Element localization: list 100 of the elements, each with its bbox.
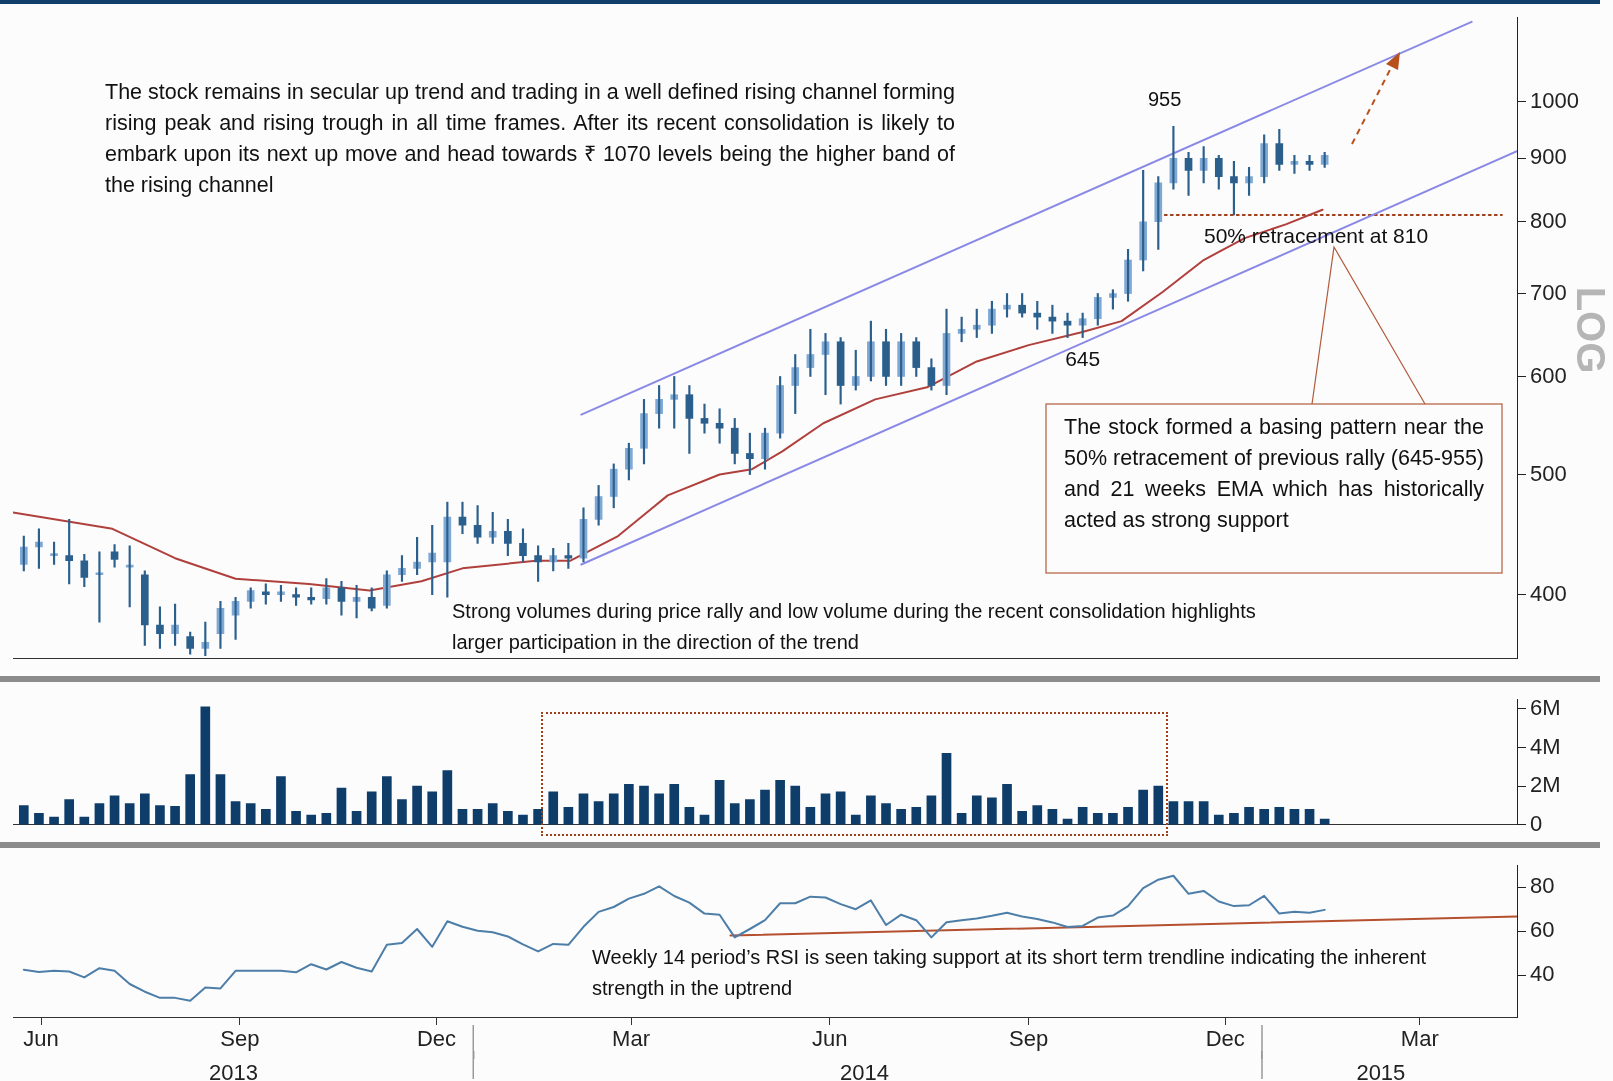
x-tick-label: Sep [1009, 1026, 1049, 1052]
bar [139, 793, 150, 825]
y-tick-label: 6M [1530, 694, 1561, 720]
bar [654, 793, 664, 825]
annotation: The stock remains in secular up trend and trading in a well defined rising channel forming rising peak and rising trough in all time frames. After its recent consolidation is likely to embark upon its next up move and head towards ₹ 1070 levels being the higher band of the rising channel [105, 79, 955, 199]
bar [1183, 801, 1194, 825]
bar [729, 803, 740, 825]
y-tick-label: 60 [1530, 917, 1555, 943]
bar [775, 780, 785, 825]
y-tick-label: 1000 [1530, 87, 1579, 113]
bar [820, 793, 831, 825]
bar [669, 783, 680, 825]
bar [745, 799, 755, 825]
bar [593, 801, 604, 825]
x-tick-label: Jun [812, 1026, 848, 1052]
bar [427, 791, 438, 825]
y-tick-label: 800 [1530, 207, 1567, 233]
bar [94, 803, 105, 825]
bar [79, 816, 90, 825]
bar [503, 810, 513, 825]
x-tick-label: Mar [612, 1026, 650, 1052]
bar [397, 799, 407, 825]
bar [412, 785, 422, 825]
bar [760, 789, 770, 825]
y-tick-label: 600 [1530, 362, 1567, 388]
bar [911, 807, 922, 825]
bar [1244, 807, 1254, 825]
bar [1017, 810, 1027, 825]
y-tick-label: 2M [1530, 772, 1561, 798]
bar [714, 780, 725, 825]
x2-tick-label: 2014 [839, 1060, 889, 1081]
bar [49, 816, 59, 825]
x-tick-label: Mar [1400, 1026, 1439, 1052]
bar [835, 791, 846, 825]
annotation: Strong volumes during price rally and low volume during the recent consolidation highlights larger participation in the direction of the trend [452, 599, 1257, 655]
annotation: 645 [1065, 346, 1101, 370]
bar [896, 809, 906, 825]
annotation: Weekly 14 period’s RSI is seen taking support at its short term trendline indicating the inherent strength in the uptrend [592, 945, 1428, 1001]
bar [1259, 809, 1269, 825]
y-tick-label: 500 [1530, 460, 1567, 486]
y-tick-label: 40 [1530, 961, 1555, 987]
bar [1092, 812, 1103, 825]
bar [548, 791, 559, 825]
candlestick [50, 541, 58, 565]
bar [805, 807, 816, 825]
bar [64, 799, 75, 825]
bar [124, 803, 135, 825]
bar [215, 774, 226, 825]
bar [1153, 785, 1164, 825]
bar [624, 783, 634, 825]
candlestick [292, 587, 300, 606]
annotation: 955 [1148, 87, 1183, 112]
bar [382, 776, 392, 825]
bar [366, 791, 377, 825]
bar [109, 795, 120, 825]
bar [1274, 807, 1285, 825]
bar [790, 785, 801, 825]
bar [926, 795, 937, 825]
bar [261, 809, 271, 825]
y-tick-label: 700 [1530, 279, 1567, 305]
y-tick-label: 400 [1530, 580, 1567, 606]
bar [1213, 814, 1224, 825]
bar [1138, 789, 1148, 825]
bar [563, 807, 574, 825]
x-tick-label: Jun [23, 1026, 59, 1052]
bar [291, 810, 301, 825]
bar [18, 805, 29, 825]
y-tick-label: 0 [1530, 810, 1543, 836]
bar [245, 803, 256, 825]
bar [1123, 807, 1133, 825]
x2-tick-label: 2015 [1356, 1060, 1406, 1081]
x2-tick-label: 2013 [208, 1060, 258, 1081]
bar [639, 785, 649, 825]
bar [1032, 805, 1043, 825]
bar [866, 795, 876, 825]
bar [578, 793, 589, 825]
bar [941, 752, 952, 825]
bar [1077, 807, 1088, 825]
x-tick-label: Dec [1205, 1026, 1245, 1052]
bar [230, 801, 241, 825]
bar [1002, 783, 1012, 825]
bar [533, 809, 543, 825]
bar [442, 770, 453, 825]
bar [34, 812, 44, 825]
bar [336, 787, 347, 825]
bar [608, 793, 619, 825]
bar [155, 805, 165, 825]
bar [487, 803, 498, 825]
bar [850, 814, 861, 825]
x-tick-label: Dec [416, 1026, 457, 1052]
bar [306, 814, 317, 825]
bar [518, 814, 528, 825]
bar [987, 797, 997, 825]
bar [185, 774, 196, 825]
bar [1168, 801, 1179, 825]
bar [1229, 812, 1239, 825]
x-tick-label: Sep [220, 1026, 260, 1052]
annotation: The stock formed a basing pattern near the 50% retracement of previous rally (645-955) and 21 weeks EMA which has historically acted as strong support [1064, 414, 1484, 534]
bar [1198, 801, 1209, 825]
bar [276, 776, 286, 825]
